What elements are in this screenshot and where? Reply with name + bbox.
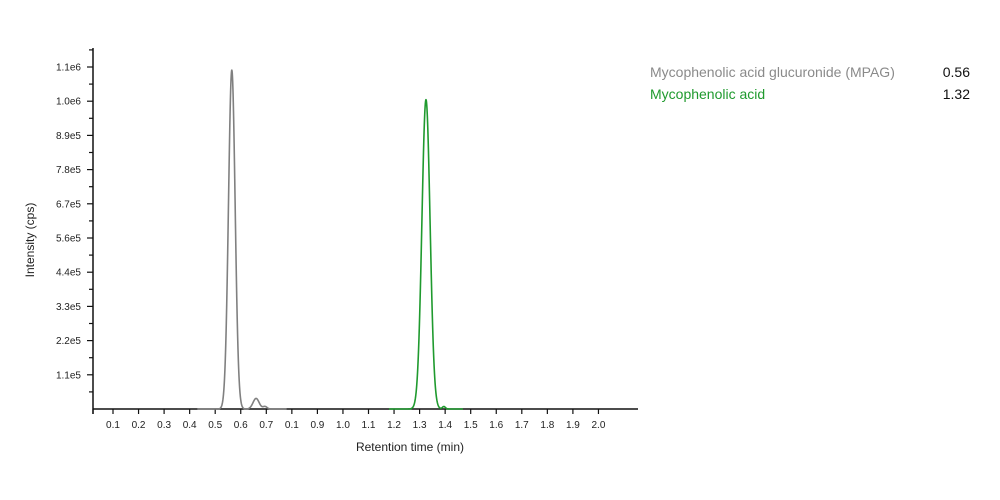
x-tick-label: 1.4 xyxy=(438,420,452,431)
x-tick-label: 1.5 xyxy=(464,420,478,431)
x-tick-label: 0.9 xyxy=(310,420,324,431)
y-tick-label: 1.1e6 xyxy=(56,63,81,74)
y-tick-label: 6.7e5 xyxy=(56,199,81,210)
y-tick-label: 1.1e5 xyxy=(56,370,81,381)
x-axis-title: Retention time (min) xyxy=(356,440,464,454)
x-tick-label: 1.8 xyxy=(540,420,554,431)
x-tick-label: 0.2 xyxy=(132,420,146,431)
x-tick-label: 1.0 xyxy=(336,420,350,431)
y-tick-label: 4.4e5 xyxy=(56,268,81,279)
legend-retention-time: 1.32 xyxy=(942,86,970,102)
y-tick-label: 1.0e6 xyxy=(56,97,81,108)
x-tick-label: 1.1 xyxy=(362,420,376,431)
x-tick-label: 0.1 xyxy=(285,420,299,431)
x-tick-label: 1.9 xyxy=(566,420,580,431)
x-tick-label: 2.0 xyxy=(591,420,605,431)
legend-label: Mycophenolic acid glucuronide (MPAG) xyxy=(650,64,895,80)
y-tick-label: 7.8e5 xyxy=(56,165,81,176)
x-tick-label: 0.3 xyxy=(157,420,171,431)
mpa-trace xyxy=(388,98,464,410)
x-tick-label: 1.7 xyxy=(515,420,529,431)
x-tick-label: 0.6 xyxy=(234,420,248,431)
y-tick-label: 5.6e5 xyxy=(56,234,81,245)
x-tick-label: 1.6 xyxy=(489,420,503,431)
x-tick-label: 0.1 xyxy=(106,420,120,431)
legend-item-mpag: Mycophenolic acid glucuronide (MPAG) 0.5… xyxy=(650,61,970,83)
x-tick-label: 1.2 xyxy=(387,420,401,431)
x-tick-label: 1.3 xyxy=(413,420,427,431)
x-tick-label: 0.5 xyxy=(208,420,222,431)
legend-label: Mycophenolic acid xyxy=(650,86,766,102)
axes: 0.1 0.2 0.3 0.4 0.5 0.6 0.7 0.1 0.9 1.0 1.1 1.2 1.3 1… xyxy=(56,48,638,431)
y-tick-label: 2.2e5 xyxy=(56,336,81,347)
x-tick-label: 0.7 xyxy=(259,420,273,431)
y-tick-label: 3.3e5 xyxy=(56,302,81,313)
legend-item-mpa: Mycophenolic acid 1.32 xyxy=(650,83,970,105)
y-tick-label: 8.9e5 xyxy=(56,131,81,142)
legend-retention-time: 0.56 xyxy=(942,64,970,80)
y-axis-title: Intensity (cps) xyxy=(23,203,37,278)
x-tick-label: 0.4 xyxy=(183,420,197,431)
legend: Mycophenolic acid glucuronide (MPAG) 0.5… xyxy=(650,61,970,105)
traces xyxy=(196,69,464,410)
mpag-trace xyxy=(196,69,288,410)
